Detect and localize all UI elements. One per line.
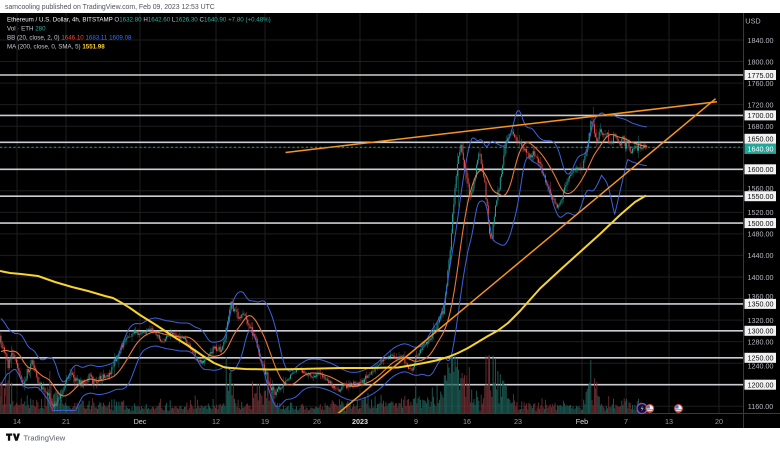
svg-text:Vol · ETH 280: Vol · ETH 280 <box>7 26 46 33</box>
svg-text:Dec: Dec <box>134 417 147 426</box>
svg-text:Ethereum / U.S. Dollar, 4h, BI: Ethereum / U.S. Dollar, 4h, BITSTAMP O16… <box>7 17 271 24</box>
svg-text:1720.00: 1720.00 <box>748 100 774 109</box>
svg-text:1640.90: 1640.90 <box>748 145 774 154</box>
svg-text:1200.00: 1200.00 <box>748 381 774 390</box>
svg-text:1160.00: 1160.00 <box>748 402 773 411</box>
svg-text:1800.00: 1800.00 <box>748 57 774 66</box>
svg-text:2023: 2023 <box>352 417 368 426</box>
svg-text:13: 13 <box>665 417 673 426</box>
svg-text:12: 12 <box>212 417 220 426</box>
svg-text:1360.00: 1360.00 <box>748 292 774 301</box>
svg-text:1760.00: 1760.00 <box>748 79 774 88</box>
svg-text:1250.00: 1250.00 <box>748 354 774 363</box>
svg-text:1550.00: 1550.00 <box>748 192 774 201</box>
svg-text:1560.00: 1560.00 <box>748 184 774 193</box>
svg-text:9: 9 <box>414 417 418 426</box>
svg-text:1500.00: 1500.00 <box>748 219 774 228</box>
svg-text:1680.00: 1680.00 <box>748 122 774 131</box>
svg-text:1320.00: 1320.00 <box>748 316 774 325</box>
svg-text:20: 20 <box>715 417 723 426</box>
svg-text:1280.00: 1280.00 <box>748 337 774 346</box>
svg-text:USD: USD <box>745 17 760 26</box>
svg-text:TradingView: TradingView <box>24 434 66 443</box>
svg-text:Feb: Feb <box>576 417 588 426</box>
svg-text:1300.00: 1300.00 <box>748 327 774 336</box>
svg-text:7: 7 <box>624 417 628 426</box>
svg-text:14: 14 <box>13 417 21 426</box>
svg-text:23: 23 <box>514 417 522 426</box>
svg-text:16: 16 <box>463 417 471 426</box>
svg-text:21: 21 <box>62 417 70 426</box>
svg-text:samcooling published on Tradin: samcooling published on TradingView.com,… <box>5 4 215 11</box>
svg-text:1700.00: 1700.00 <box>748 111 774 120</box>
svg-text:1650.00: 1650.00 <box>748 135 774 144</box>
svg-text:1600.00: 1600.00 <box>748 165 774 174</box>
svg-text:1400.00: 1400.00 <box>748 273 774 282</box>
svg-text:MA (200, close, 0, SMA, 5) 155: MA (200, close, 0, SMA, 5) 1551.98 <box>7 43 105 50</box>
svg-text:1480.00: 1480.00 <box>748 230 774 239</box>
svg-text:1775.00: 1775.00 <box>748 71 774 80</box>
svg-text:BB (20, close, 2, 0) 1646.10 1: BB (20, close, 2, 0) 1646.10 1683.11 160… <box>7 35 132 42</box>
svg-text:1350.00: 1350.00 <box>748 300 774 309</box>
svg-text:1440.00: 1440.00 <box>748 251 774 260</box>
svg-text:26: 26 <box>313 417 321 426</box>
svg-text:1840.00: 1840.00 <box>748 36 774 45</box>
svg-text:19: 19 <box>261 417 269 426</box>
svg-text:1240.00: 1240.00 <box>748 362 774 371</box>
svg-text:1520.00: 1520.00 <box>748 208 774 217</box>
